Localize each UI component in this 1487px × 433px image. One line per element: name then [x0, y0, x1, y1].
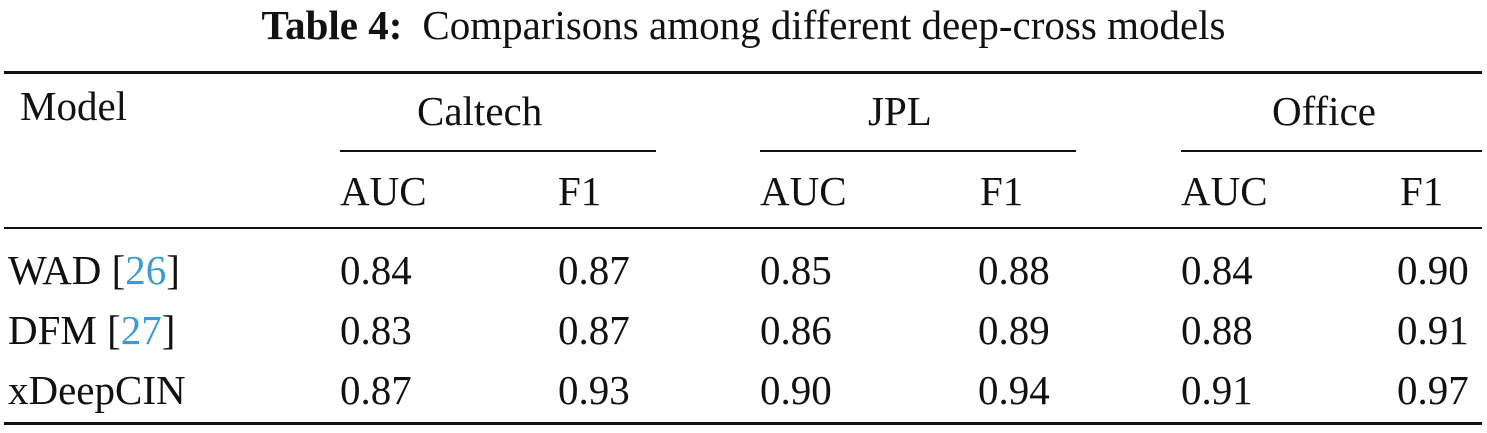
header-metric: F1: [980, 168, 1024, 214]
header-rule: [4, 227, 1482, 229]
row-model-name: xDeepCIN: [8, 367, 186, 413]
top-rule: [4, 71, 1482, 74]
header-group-caltech: Caltech: [417, 88, 543, 134]
header-model: Model: [20, 83, 128, 129]
header-metric: AUC: [1181, 168, 1268, 214]
header-group-office: Office: [1272, 88, 1376, 134]
group-rule-office: [1181, 150, 1482, 152]
table-cell: 0.97: [1397, 367, 1469, 413]
table-cell: 0.93: [558, 367, 630, 413]
table-cell: 0.85: [760, 247, 832, 293]
table-cell: 0.89: [978, 307, 1050, 353]
table-caption: Table 4: Comparisons among different deep…: [0, 0, 1487, 54]
caption-label: Table 4:: [261, 2, 403, 48]
table-cell: 0.91: [1181, 367, 1253, 413]
group-rule-caltech: [340, 150, 656, 152]
header-group-jpl: JPL: [868, 88, 932, 134]
table-cell: 0.88: [978, 247, 1050, 293]
row-model-name: DFM [27]: [8, 307, 176, 353]
header-metric: F1: [1400, 168, 1444, 214]
table-cell: 0.84: [1181, 247, 1253, 293]
table-cell: 0.83: [340, 307, 412, 353]
header-metric: AUC: [340, 168, 427, 214]
header-metric: AUC: [760, 168, 847, 214]
caption-text: Comparisons among different deep-cross m…: [422, 2, 1226, 48]
table-cell: 0.87: [558, 307, 630, 353]
header-metric: F1: [558, 168, 602, 214]
table-cell: 0.88: [1181, 307, 1253, 353]
bottom-rule: [4, 422, 1482, 425]
table-cell: 0.84: [340, 247, 412, 293]
table-cell: 0.86: [760, 307, 832, 353]
table-cell: 0.87: [558, 247, 630, 293]
citation-link[interactable]: 26: [125, 247, 167, 293]
row-model-name: WAD [26]: [8, 247, 180, 293]
table-cell: 0.87: [340, 367, 412, 413]
citation-link[interactable]: 27: [120, 307, 162, 353]
table-cell: 0.90: [1397, 247, 1469, 293]
table-cell: 0.94: [978, 367, 1050, 413]
table-cell: 0.90: [760, 367, 832, 413]
group-rule-jpl: [760, 150, 1076, 152]
table-cell: 0.91: [1397, 307, 1469, 353]
